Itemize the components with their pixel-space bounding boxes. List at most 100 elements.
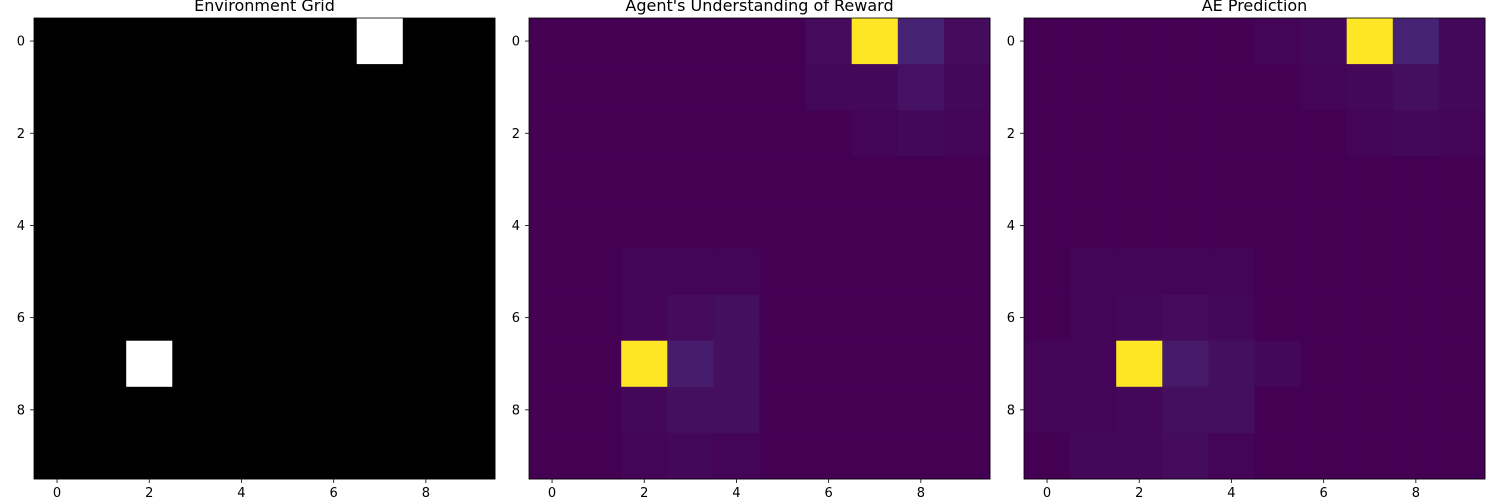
heatmap-cell <box>34 340 81 388</box>
heatmap-cell <box>1346 248 1394 295</box>
heatmap-cell <box>1208 340 1255 388</box>
heatmap-cell <box>805 248 853 295</box>
heatmap-cell <box>575 294 622 342</box>
heatmap-cell <box>943 386 991 434</box>
heatmap-cell <box>218 248 265 295</box>
heatmap-cell <box>1346 432 1394 480</box>
heatmap-cell <box>621 432 668 480</box>
heatmap-cell <box>126 110 173 157</box>
heatmap-cell <box>34 64 81 111</box>
heatmap-cell <box>264 248 311 295</box>
x-tick-label: 8 <box>1412 486 1420 500</box>
heatmap-cell <box>1024 248 1071 295</box>
y-tick-label: 2 <box>512 127 520 142</box>
heatmap-cell <box>448 64 496 111</box>
heatmap-cell <box>448 18 496 65</box>
heatmap-cell <box>1346 294 1394 342</box>
heatmap-cell <box>1162 386 1209 434</box>
heatmap-cell <box>943 248 991 295</box>
heatmap-cell <box>34 386 81 434</box>
y-tick-label: 8 <box>1007 403 1015 418</box>
heatmap-cell <box>218 340 265 388</box>
heatmap-cell <box>1392 386 1440 434</box>
heatmap-cell <box>1070 202 1117 249</box>
y-tick-label: 0 <box>512 35 520 50</box>
heatmap-cell <box>1392 340 1440 388</box>
heatmap-cell <box>1116 386 1163 434</box>
heatmap-cell <box>172 202 219 249</box>
x-tick-label: 2 <box>145 486 153 500</box>
heatmap-cell <box>851 110 899 157</box>
heatmap-cell <box>1162 202 1209 249</box>
heatmap-cell <box>1254 202 1301 249</box>
heatmap-cell <box>1254 340 1301 388</box>
x-tick-label: 6 <box>825 486 833 500</box>
heatmap-cell <box>1208 386 1255 434</box>
heatmap-cell <box>1392 294 1440 342</box>
heatmap-cell <box>1024 18 1071 65</box>
heatmap-cell <box>1438 294 1486 342</box>
heatmap-cell <box>667 386 714 434</box>
heatmap-cell <box>126 340 173 388</box>
heatmap-cell <box>667 18 714 65</box>
heatmap-cell <box>264 340 311 388</box>
heatmap-cell <box>34 432 81 480</box>
heatmap-cell <box>356 294 404 342</box>
x-tick-label: 6 <box>1320 486 1328 500</box>
heatmap-cell <box>943 156 991 203</box>
heatmap-cell <box>575 432 622 480</box>
heatmap-cell <box>1208 110 1255 157</box>
heatmap-cell <box>943 294 991 342</box>
heatmap-cell <box>805 202 853 249</box>
heatmap-cell <box>667 340 714 388</box>
heatmap-cell <box>897 202 945 249</box>
heatmap-cell <box>713 156 760 203</box>
chart-title: Environment Grid <box>194 0 335 15</box>
heatmap-cell <box>1300 110 1348 157</box>
heatmap-cell <box>1162 110 1209 157</box>
heatmap-cell <box>1254 18 1301 65</box>
heatmap-cell <box>80 386 127 434</box>
heatmap-cell <box>805 64 853 111</box>
heatmap-cell <box>759 248 806 295</box>
heatmap-cell <box>1300 156 1348 203</box>
heatmap-cell <box>80 110 127 157</box>
heatmap-cell <box>402 248 450 295</box>
heatmap-cell <box>356 432 404 480</box>
heatmap-cell <box>713 64 760 111</box>
heatmap-cell <box>34 248 81 295</box>
heatmap-cell <box>943 202 991 249</box>
heatmap-cell <box>759 202 806 249</box>
heatmap-cell <box>448 202 496 249</box>
axes-frame <box>33 17 496 480</box>
x-tick-label: 0 <box>1043 486 1051 500</box>
heatmap-cell <box>1346 202 1394 249</box>
heatmap-cell <box>310 18 358 65</box>
heatmap-cell <box>1392 110 1440 157</box>
y-tick-label: 8 <box>17 403 25 418</box>
heatmap-cell <box>264 18 311 65</box>
heatmap-cell <box>805 294 853 342</box>
heatmap-cell <box>1116 248 1163 295</box>
heatmap-cell <box>264 202 311 249</box>
heatmap-cell <box>1116 202 1163 249</box>
y-tick-label: 6 <box>17 311 25 326</box>
heatmap-cell <box>851 156 899 203</box>
heatmap-cell <box>310 202 358 249</box>
heatmap-cell <box>1346 110 1394 157</box>
heatmap-cell <box>126 294 173 342</box>
heatmap-cell <box>529 110 576 157</box>
heatmap-cell <box>1116 294 1163 342</box>
heatmap-cell <box>621 248 668 295</box>
heatmap-cell <box>1162 248 1209 295</box>
heatmap-cell <box>402 294 450 342</box>
heatmap-cell <box>310 248 358 295</box>
heatmap-cell <box>1208 18 1255 65</box>
heatmap-cell <box>172 64 219 111</box>
heatmap-cell <box>759 64 806 111</box>
heatmap-cell <box>621 386 668 434</box>
heatmap-cell <box>851 202 899 249</box>
heatmap-cell <box>897 110 945 157</box>
heatmap-cell <box>1392 18 1440 65</box>
heatmap-cell <box>218 110 265 157</box>
